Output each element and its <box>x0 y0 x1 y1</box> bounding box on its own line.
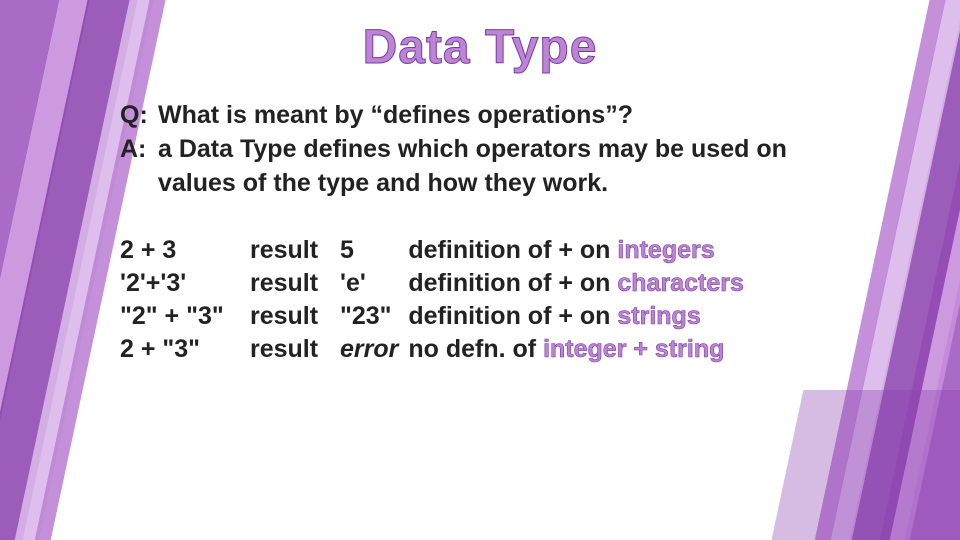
example-row: '2'+'3'result'e'definition of + on chara… <box>120 267 754 300</box>
answer-tag: A: <box>120 133 158 201</box>
question-row: Q: What is meant by “defines operations”… <box>120 99 840 133</box>
example-definition: definition of + on strings <box>408 300 753 333</box>
example-value: "23" <box>340 300 408 333</box>
example-row: 2 + "3"resulterrorno defn. of integer + … <box>120 333 754 366</box>
example-expression: '2'+'3' <box>120 267 250 300</box>
example-value: 5 <box>340 234 408 267</box>
type-keyword: integers <box>617 236 714 264</box>
example-row: 2 + 3result5definition of + on integers <box>120 234 754 267</box>
example-definition: definition of + on characters <box>408 267 753 300</box>
type-keyword: strings <box>617 302 700 330</box>
example-expression: 2 + 3 <box>120 234 250 267</box>
example-result-word: result <box>250 333 340 366</box>
answer-body: a Data Type defines which operators may … <box>158 133 840 201</box>
example-definition: no defn. of integer + string <box>408 333 753 366</box>
slide-title: Data Type <box>120 20 840 75</box>
type-keyword: characters <box>617 269 743 297</box>
example-result-word: result <box>250 267 340 300</box>
qa-block: Q: What is meant by “defines operations”… <box>120 99 840 200</box>
example-value: 'e' <box>340 267 408 300</box>
example-row: "2" + "3"result"23"definition of + on st… <box>120 300 754 333</box>
answer-row: A: a Data Type defines which operators m… <box>120 133 840 201</box>
question-tag: Q: <box>120 99 158 133</box>
slide-content: Data Type Q: What is meant by “defines o… <box>0 0 960 540</box>
example-result-word: result <box>250 234 340 267</box>
example-result-word: result <box>250 300 340 333</box>
question-body: What is meant by “defines operations”? <box>158 99 840 133</box>
type-keyword: integer + string <box>543 335 724 363</box>
example-expression: 2 + "3" <box>120 333 250 366</box>
example-value: error <box>340 333 408 366</box>
examples-block: 2 + 3result5definition of + on integers'… <box>120 234 840 366</box>
example-expression: "2" + "3" <box>120 300 250 333</box>
example-definition: definition of + on integers <box>408 234 753 267</box>
examples-table: 2 + 3result5definition of + on integers'… <box>120 234 754 366</box>
